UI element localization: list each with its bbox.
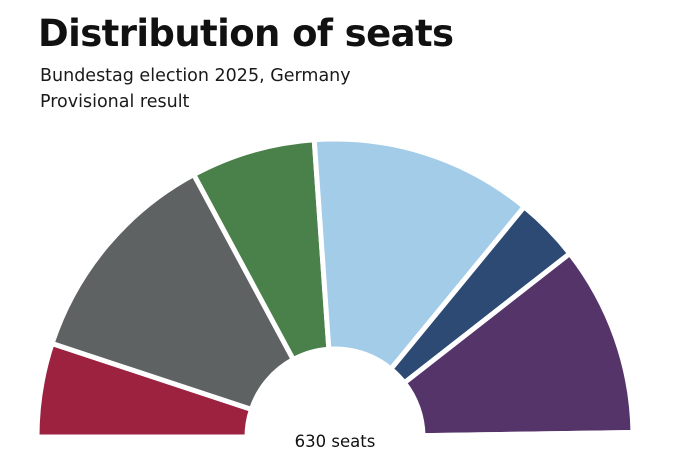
seat-segments <box>34 136 636 440</box>
chart-title: Distribution of seats <box>38 12 454 55</box>
seat-segment-gray <box>48 171 297 413</box>
seat-segment-purple <box>400 250 636 439</box>
seat-segment-lblue <box>311 136 528 373</box>
total-seats-label: 630 seats <box>295 432 376 451</box>
chart-subtitle: Bundestag election 2025, Germany <box>40 66 351 86</box>
seat-segment-yellow <box>420 430 636 440</box>
chart-note: Provisional result <box>40 92 190 112</box>
